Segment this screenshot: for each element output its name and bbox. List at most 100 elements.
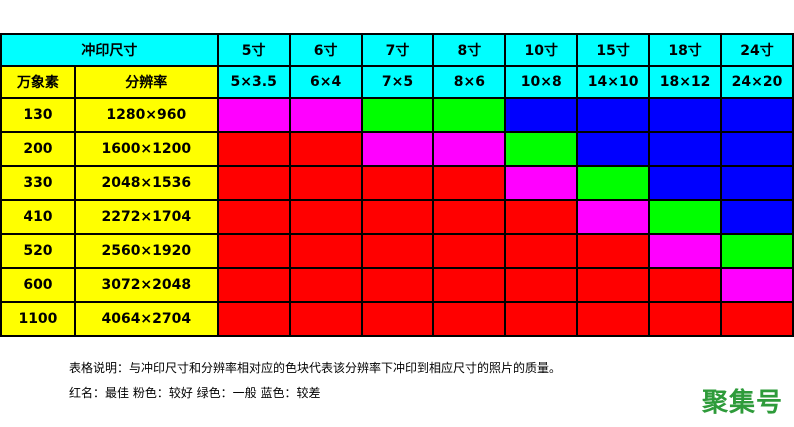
- megapixels-cell: 410: [0, 199, 76, 235]
- size-dimensions: 24×20: [720, 65, 794, 99]
- size-name: 8寸: [432, 33, 507, 67]
- quality-color-cell: [720, 233, 794, 269]
- resolution-header: 分辨率: [73, 65, 219, 99]
- size-dimensions: 5×3.5: [216, 65, 291, 99]
- size-dimensions: 10×8: [504, 65, 579, 99]
- quality-color-cell: [360, 233, 435, 269]
- quality-color-cell: [648, 165, 723, 201]
- resolution-cell: 2272×1704: [73, 199, 219, 235]
- megapixels-cell: 200: [0, 131, 76, 167]
- table-row: 130 1280×960: [0, 97, 794, 133]
- quality-color-cell: [216, 97, 291, 133]
- quality-color-cell: [720, 97, 794, 133]
- megapixels-cell: 600: [0, 267, 76, 303]
- quality-color-cell: [216, 131, 291, 167]
- table-row: 200 1600×1200: [0, 131, 794, 167]
- quality-color-cell: [720, 131, 794, 167]
- quality-color-cell: [720, 165, 794, 201]
- size-name: 15寸: [576, 33, 651, 67]
- table-row: 600 3072×2048: [0, 267, 794, 303]
- quality-color-cell: [720, 301, 794, 337]
- quality-color-cell: [576, 267, 651, 303]
- quality-color-cell: [360, 97, 435, 133]
- quality-color-cell: [720, 199, 794, 235]
- print-size-header: 冲印尺寸: [0, 33, 219, 67]
- quality-color-cell: [288, 97, 363, 133]
- quality-color-cell: [216, 301, 291, 337]
- quality-color-cell: [648, 131, 723, 167]
- print-quality-table: 冲印尺寸 5寸 6寸 7寸 8寸 10寸 15寸 18寸 24寸 万象素 分辨率 5×3.5 6×4 7…: [0, 33, 794, 337]
- quality-color-cell: [648, 233, 723, 269]
- quality-color-cell: [432, 267, 507, 303]
- megapixels-cell: 1100: [0, 301, 76, 337]
- quality-color-cell: [576, 233, 651, 269]
- table-caption: 表格说明：与冲印尺寸和分辨率相对应的色块代表该分辨率下冲印到相应尺寸的照片的质量…: [69, 361, 562, 375]
- size-name: 6寸: [288, 33, 363, 67]
- quality-color-cell: [288, 301, 363, 337]
- quality-color-cell: [720, 267, 794, 303]
- table-row: 520 2560×1920: [0, 233, 794, 269]
- size-name: 7寸: [360, 33, 435, 67]
- resolution-cell: 1280×960: [73, 97, 219, 133]
- quality-color-cell: [504, 199, 579, 235]
- table-row: 1100 4064×2704: [0, 301, 794, 337]
- watermark-logo: 聚集号: [702, 388, 784, 418]
- quality-color-cell: [576, 131, 651, 167]
- size-name: 10寸: [504, 33, 579, 67]
- quality-color-cell: [576, 301, 651, 337]
- megapixels-cell: 130: [0, 97, 76, 133]
- quality-color-cell: [504, 97, 579, 133]
- quality-color-cell: [288, 199, 363, 235]
- quality-color-cell: [504, 267, 579, 303]
- size-name: 24寸: [720, 33, 794, 67]
- size-dimensions: 8×6: [432, 65, 507, 99]
- quality-color-cell: [360, 301, 435, 337]
- quality-color-cell: [360, 267, 435, 303]
- quality-color-cell: [432, 199, 507, 235]
- quality-color-cell: [432, 131, 507, 167]
- size-dimensions: 7×5: [360, 65, 435, 99]
- size-dimensions: 18×12: [648, 65, 723, 99]
- size-dimensions: 14×10: [576, 65, 651, 99]
- size-name: 5寸: [216, 33, 291, 67]
- quality-color-cell: [648, 97, 723, 133]
- quality-color-cell: [648, 301, 723, 337]
- quality-color-cell: [216, 267, 291, 303]
- quality-color-cell: [504, 233, 579, 269]
- quality-color-cell: [648, 267, 723, 303]
- resolution-cell: 3072×2048: [73, 267, 219, 303]
- quality-color-cell: [216, 233, 291, 269]
- quality-color-cell: [432, 165, 507, 201]
- quality-color-cell: [504, 301, 579, 337]
- quality-color-cell: [288, 165, 363, 201]
- megapixels-cell: 330: [0, 165, 76, 201]
- quality-color-cell: [360, 199, 435, 235]
- resolution-cell: 4064×2704: [73, 301, 219, 337]
- color-legend: 红名：最佳 粉色：较好 绿色：一般 蓝色：较差: [69, 386, 321, 400]
- quality-color-cell: [576, 199, 651, 235]
- resolution-cell: 2048×1536: [73, 165, 219, 201]
- quality-color-cell: [288, 233, 363, 269]
- table-row: 330 2048×1536: [0, 165, 794, 201]
- size-name: 18寸: [648, 33, 723, 67]
- quality-color-cell: [432, 97, 507, 133]
- quality-color-cell: [504, 165, 579, 201]
- quality-color-cell: [504, 131, 579, 167]
- quality-color-cell: [432, 301, 507, 337]
- quality-color-cell: [216, 199, 291, 235]
- resolution-cell: 2560×1920: [73, 233, 219, 269]
- quality-color-cell: [288, 267, 363, 303]
- quality-color-cell: [360, 131, 435, 167]
- quality-color-cell: [576, 97, 651, 133]
- quality-color-cell: [360, 165, 435, 201]
- resolution-cell: 1600×1200: [73, 131, 219, 167]
- megapixels-header: 万象素: [0, 65, 76, 99]
- quality-color-cell: [576, 165, 651, 201]
- size-dimensions: 6×4: [288, 65, 363, 99]
- quality-color-cell: [432, 233, 507, 269]
- table-row: 410 2272×1704: [0, 199, 794, 235]
- quality-color-cell: [648, 199, 723, 235]
- megapixels-cell: 520: [0, 233, 76, 269]
- quality-color-cell: [216, 165, 291, 201]
- quality-color-cell: [288, 131, 363, 167]
